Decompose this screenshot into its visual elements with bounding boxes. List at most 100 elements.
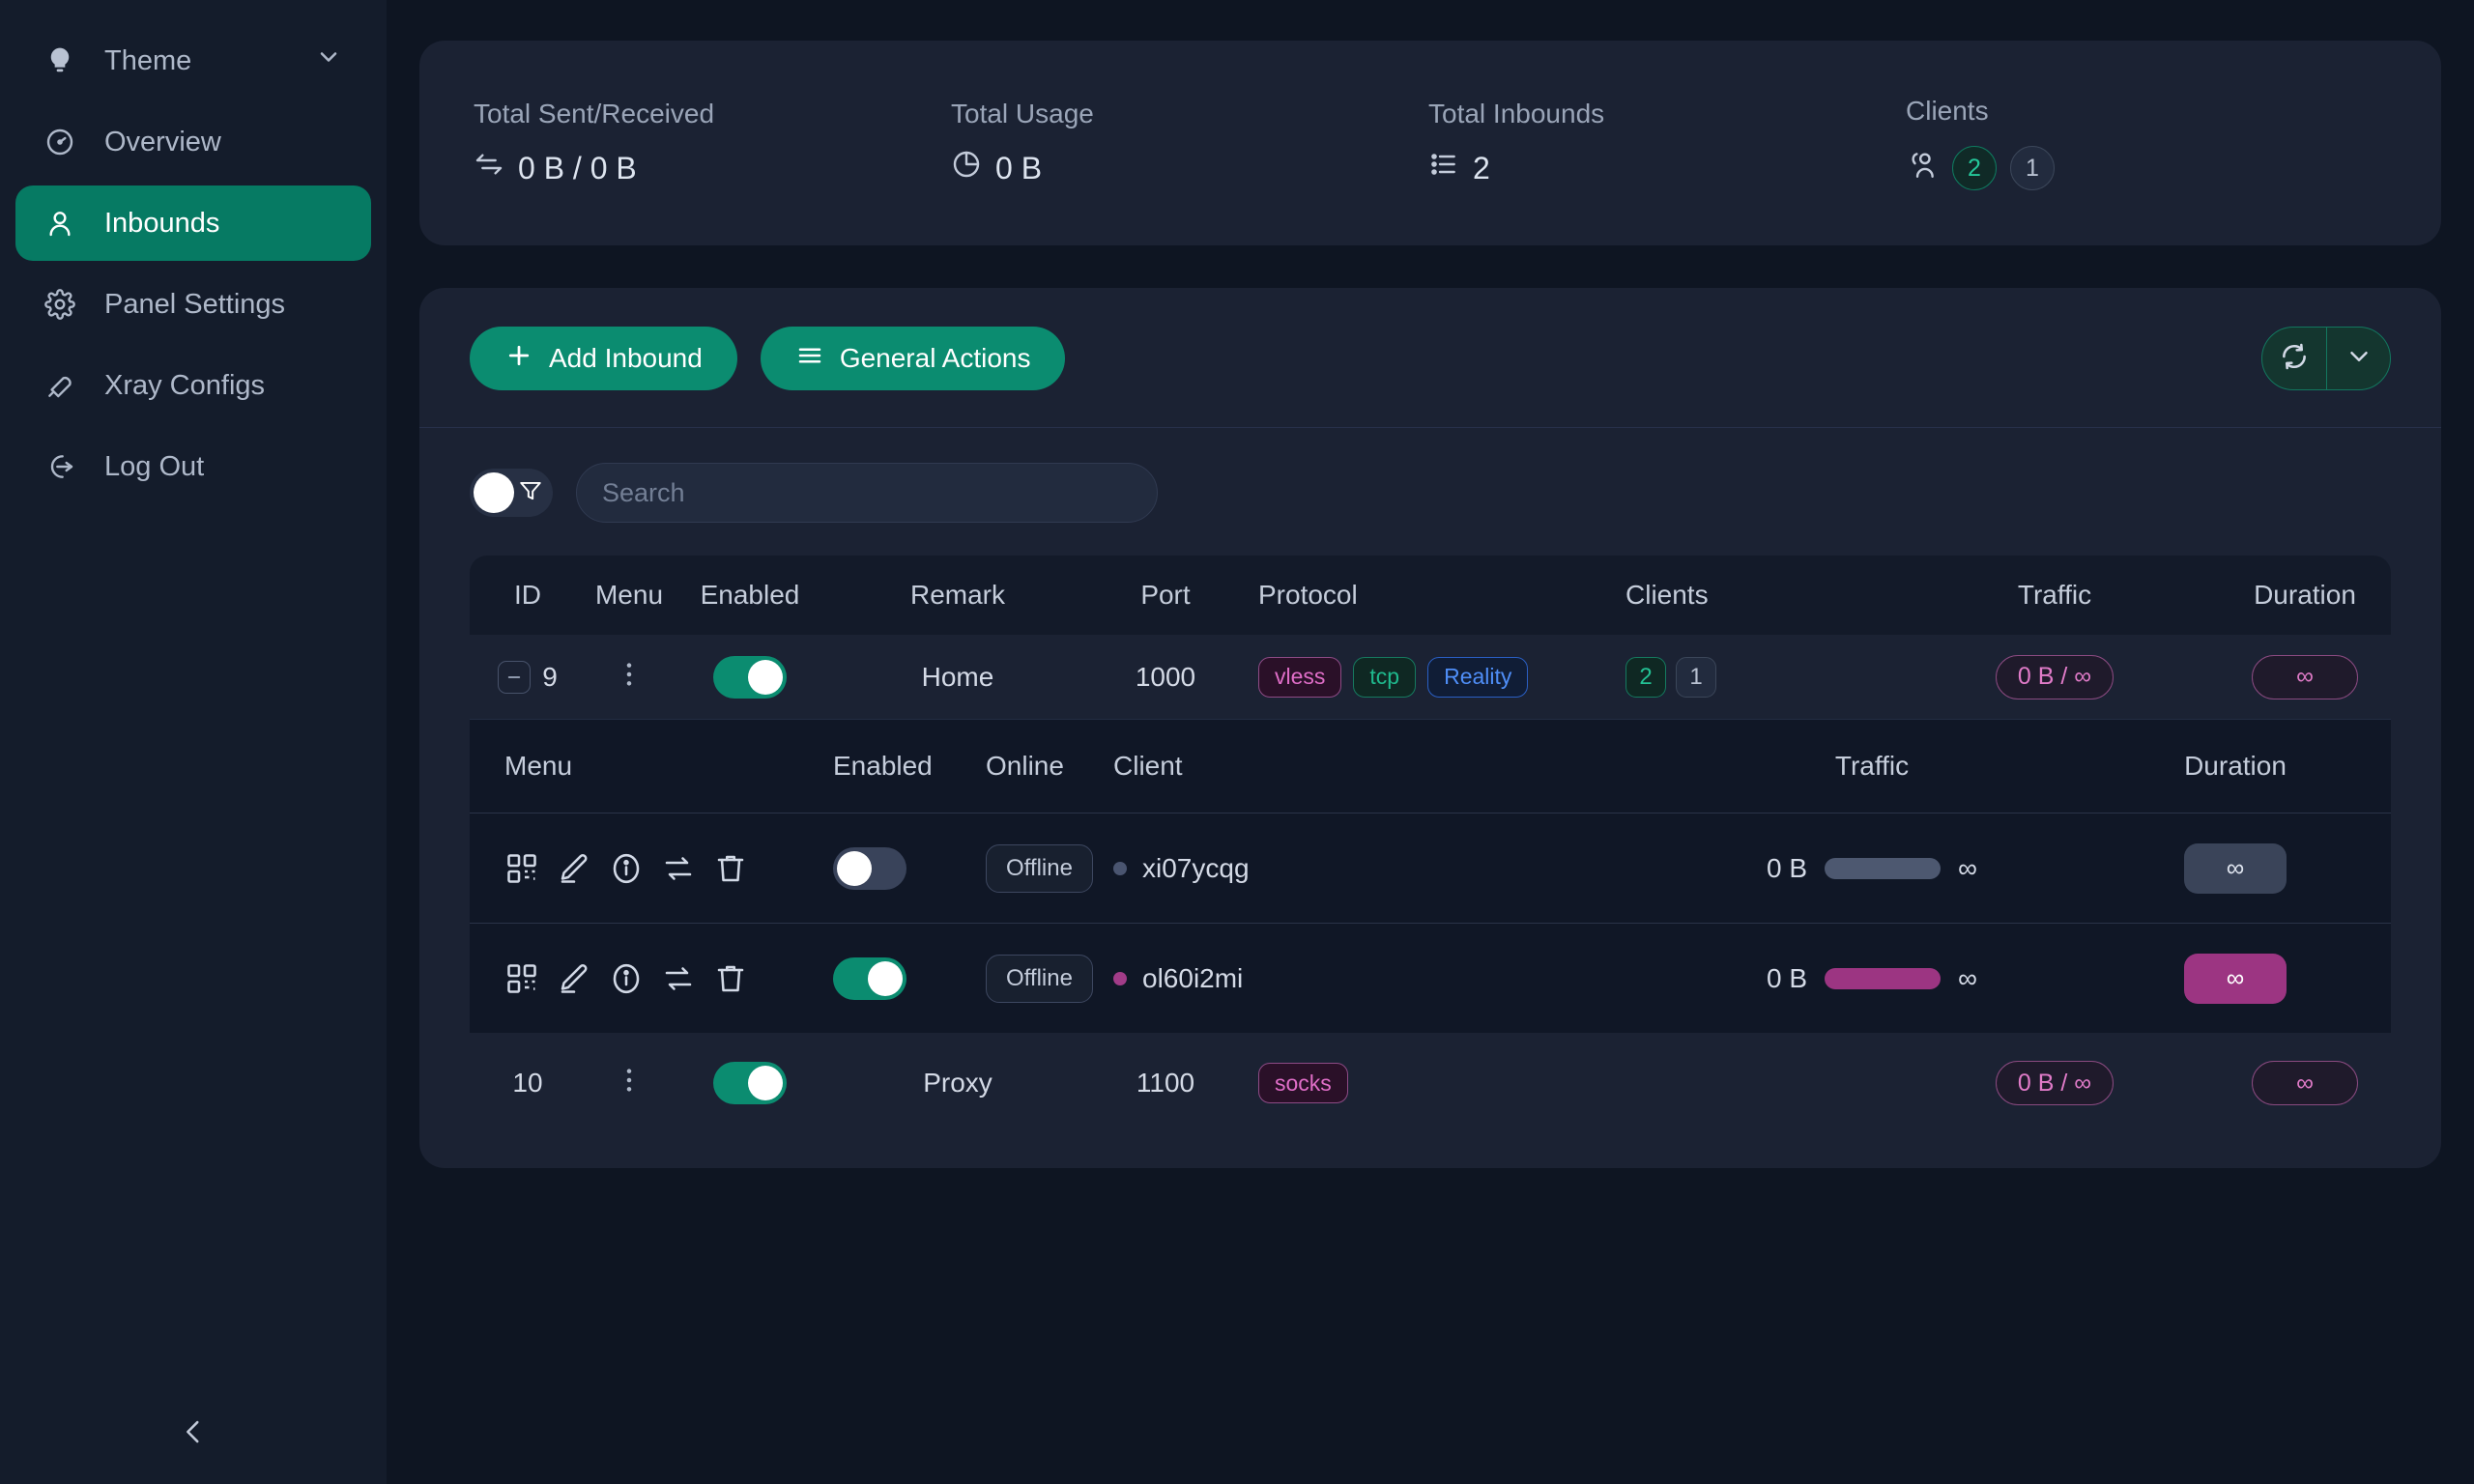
sidebar-item-overview[interactable]: Overview (15, 104, 371, 180)
gauge-icon (44, 127, 87, 157)
clients-online-badge: 2 (1625, 656, 1666, 698)
user-icon (44, 208, 87, 239)
client-traffic-used: 0 B (1767, 852, 1808, 883)
sidebar-item-theme[interactable]: Theme (15, 23, 371, 99)
row-port: 1000 (1135, 661, 1196, 692)
client-traffic-cell: 0 B ∞ (1664, 853, 2080, 884)
duration-badge: ∞ (2184, 842, 2287, 894)
row-id-cell: 10 (470, 1068, 586, 1099)
stat-value-wrap: 0 B / 0 B (474, 149, 951, 187)
clients-subtable: Menu Enabled Online Client Traffic Durat… (470, 720, 2391, 1033)
sidebar-item-xray-configs[interactable]: Xray Configs (15, 348, 371, 423)
traffic-progress-bar (1825, 967, 1942, 989)
toggle-knob (837, 850, 872, 886)
column-header-id: ID (514, 580, 541, 610)
stat-value: 2 (1473, 150, 1490, 186)
main-content: Total Sent/Received 0 B / 0 B Total Usag… (387, 0, 2474, 1484)
trash-icon[interactable] (713, 961, 748, 996)
filter-toggle[interactable] (470, 469, 553, 517)
edit-pencil-icon[interactable] (557, 851, 591, 886)
stats-card: Total Sent/Received 0 B / 0 B Total Usag… (419, 41, 2441, 245)
client-row[interactable]: Offline ol60i2mi 0 B ∞ ∞ (470, 923, 2391, 1033)
client-name: ol60i2mi (1142, 962, 1244, 993)
table-row[interactable]: 9 Home 1000 vless tcp Re (470, 635, 2391, 720)
stat-total-usage: Total Usage 0 B (951, 99, 1428, 187)
qr-code-icon[interactable] (504, 851, 539, 886)
refresh-dropdown-button[interactable] (2326, 328, 2390, 389)
client-name-cell: xi07ycqg (1113, 853, 1664, 884)
row-enabled-toggle[interactable] (713, 1062, 787, 1104)
users-icon (1906, 148, 1939, 188)
sidebar-item-log-out[interactable]: Log Out (15, 429, 371, 504)
toggle-knob (748, 659, 783, 695)
toggle-knob (474, 472, 514, 513)
column-header-duration: Duration (2254, 580, 2356, 610)
sidebar-item-panel-settings[interactable]: Panel Settings (15, 267, 371, 342)
column-header-enabled: Enabled (700, 580, 800, 610)
kebab-menu-icon[interactable] (625, 1064, 633, 1102)
client-actions-cell (504, 851, 833, 886)
column-header-client-menu: Menu (504, 751, 573, 781)
stat-clients: Clients 2 1 (1906, 96, 2383, 190)
column-header-client-duration: Duration (2184, 751, 2287, 781)
sidebar-item-label: Log Out (104, 450, 205, 482)
client-row[interactable]: Offline xi07ycqg 0 B ∞ ∞ (470, 813, 2391, 923)
sidebar-item-inbounds[interactable]: Inbounds (15, 186, 371, 261)
bulb-icon (44, 45, 87, 76)
row-enabled-toggle[interactable] (713, 655, 787, 699)
sidebar-collapse-button[interactable] (0, 1415, 387, 1453)
column-header-client-enabled: Enabled (833, 751, 933, 781)
search-input[interactable] (576, 463, 1158, 523)
clients-total-badge: 1 (1676, 656, 1716, 698)
refresh-button[interactable] (2262, 328, 2326, 389)
general-actions-button[interactable]: General Actions (760, 327, 1066, 390)
add-inbound-button[interactable]: Add Inbound (470, 327, 737, 390)
row-menu-cell[interactable] (586, 1064, 673, 1102)
row-menu-cell[interactable] (586, 658, 673, 697)
client-enabled-toggle[interactable] (833, 846, 906, 890)
status-dot-icon (1113, 971, 1127, 985)
reset-arrows-icon[interactable] (661, 961, 696, 996)
list-icon (1428, 149, 1459, 187)
status-badge: Offline (986, 954, 1093, 1003)
column-header-protocol: Protocol (1258, 580, 1358, 610)
info-circle-icon[interactable] (609, 961, 644, 996)
funnel-icon (518, 478, 543, 508)
column-header-remark: Remark (909, 580, 1005, 610)
duration-badge: ∞ (2184, 953, 2287, 1004)
sidebar-item-label: Overview (104, 126, 221, 157)
client-traffic-limit: ∞ (1958, 852, 1977, 883)
edit-pencil-icon[interactable] (557, 961, 591, 996)
stat-value: 0 B (995, 150, 1043, 186)
row-port: 1100 (1136, 1068, 1195, 1098)
clients-total-badge: 1 (2010, 146, 2055, 190)
client-online-cell: Offline (986, 843, 1113, 893)
row-id-cell: 9 (470, 660, 586, 694)
client-actions-cell (504, 961, 833, 996)
traffic-progress-bar (1825, 857, 1942, 879)
info-circle-icon[interactable] (609, 851, 644, 886)
sidebar: Theme Overview Inbounds Panel Settings (0, 0, 387, 1484)
trash-icon[interactable] (713, 851, 748, 886)
traffic-badge: 0 B / ∞ (1995, 654, 2114, 699)
table-row[interactable]: 10 Proxy 1100 socks (470, 1041, 2391, 1126)
sidebar-item-label: Theme (104, 44, 192, 76)
client-enabled-cell (833, 956, 986, 1000)
reset-arrows-icon[interactable] (661, 851, 696, 886)
stat-value-wrap: 2 (1428, 149, 1906, 187)
hamburger-icon (795, 341, 824, 377)
client-enabled-toggle[interactable] (833, 956, 906, 1000)
logout-icon (44, 451, 87, 482)
kebab-menu-icon[interactable] (625, 658, 633, 697)
chevron-down-icon[interactable] (315, 43, 342, 78)
minus-box-icon[interactable] (498, 660, 532, 694)
inbounds-table-continued: 10 Proxy 1100 socks (470, 1041, 2391, 1126)
qr-code-icon[interactable] (504, 961, 539, 996)
stat-label: Total Sent/Received (474, 99, 715, 128)
pie-chart-icon (951, 149, 982, 187)
row-id: 10 (512, 1068, 543, 1098)
clients-header-row: Menu Enabled Online Client Traffic Durat… (470, 720, 2391, 813)
gear-icon (44, 289, 87, 320)
traffic-badge: 0 B / ∞ (1995, 1061, 2114, 1105)
toggle-knob (868, 960, 903, 996)
